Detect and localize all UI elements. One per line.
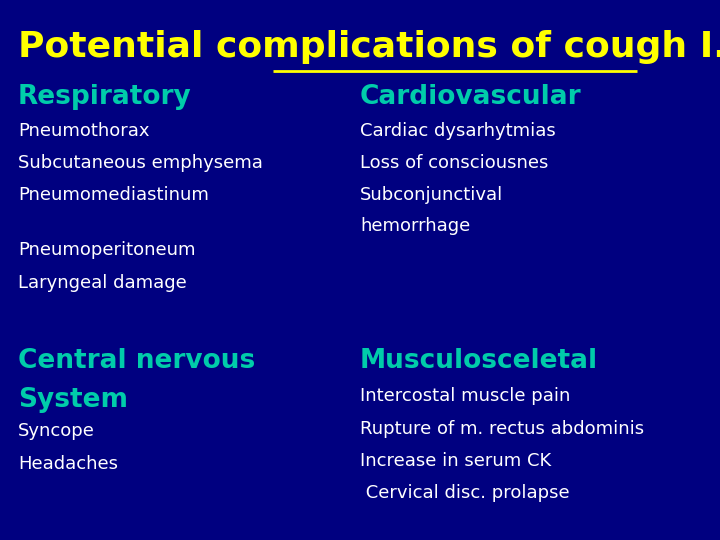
Text: Rupture of m. rectus abdominis: Rupture of m. rectus abdominis (360, 420, 644, 437)
Text: Subcutaneous emphysema: Subcutaneous emphysema (18, 154, 263, 172)
Text: Musculosceletal: Musculosceletal (360, 348, 598, 374)
Text: Respiratory: Respiratory (18, 84, 192, 110)
Text: Potential complications of cough I.: Potential complications of cough I. (18, 30, 720, 64)
Text: Potential complications of cough I.: Potential complications of cough I. (18, 30, 720, 64)
Text: Laryngeal damage: Laryngeal damage (18, 274, 186, 292)
Text: Pneumothorax: Pneumothorax (18, 122, 150, 139)
Text: Cervical disc. prolapse: Cervical disc. prolapse (360, 484, 570, 502)
Text: System: System (18, 387, 128, 413)
Text: Loss of consciousnes: Loss of consciousnes (360, 154, 549, 172)
Text: Syncope: Syncope (18, 422, 95, 440)
Text: Headaches: Headaches (18, 455, 118, 472)
Text: Pneumomediastinum: Pneumomediastinum (18, 186, 209, 204)
Text: hemorrhage: hemorrhage (360, 217, 470, 235)
Text: Potential complications: Potential complications (18, 30, 498, 64)
Text: Cardiac dysarhytmias: Cardiac dysarhytmias (360, 122, 556, 139)
Text: Subconjunctival: Subconjunctival (360, 186, 503, 204)
Text: Increase in serum CK: Increase in serum CK (360, 452, 552, 470)
Text: Cardiovascular: Cardiovascular (360, 84, 582, 110)
Text: Pneumoperitoneum: Pneumoperitoneum (18, 241, 196, 259)
Text: Intercostal muscle pain: Intercostal muscle pain (360, 387, 570, 405)
Text: Central nervous: Central nervous (18, 348, 256, 374)
Text: Potential: Potential (18, 30, 216, 64)
